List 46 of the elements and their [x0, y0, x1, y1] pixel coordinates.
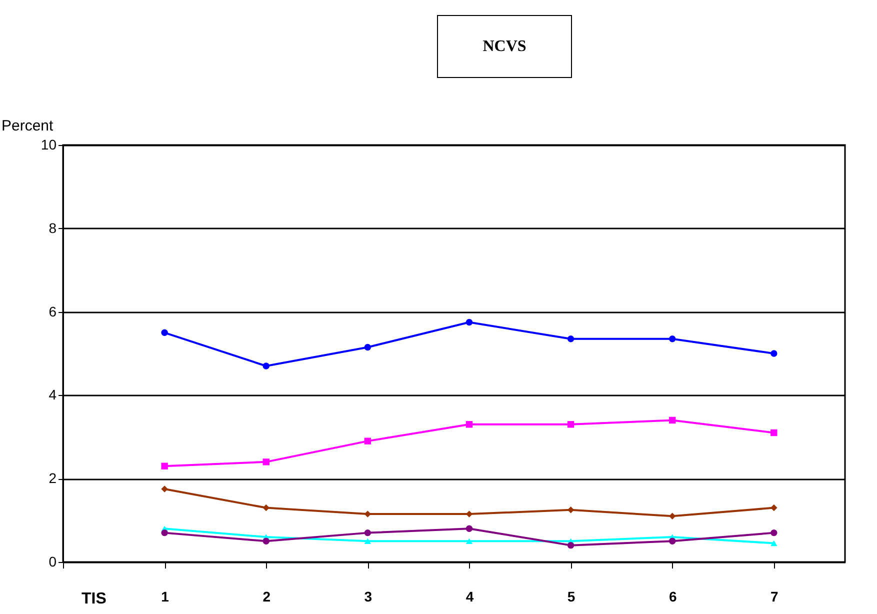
point	[770, 504, 778, 512]
x-tick-label: 5	[567, 588, 576, 604]
y-tick-label: 10	[40, 136, 57, 152]
point	[161, 329, 168, 336]
point	[466, 510, 473, 518]
y-tick-label: 8	[48, 220, 57, 236]
point	[466, 525, 473, 532]
point	[668, 336, 676, 342]
point	[770, 540, 778, 546]
point	[668, 416, 676, 424]
y-axis-title: Percent	[2, 118, 54, 134]
point	[364, 438, 372, 444]
x-tick-label: 1	[161, 588, 170, 604]
point	[466, 538, 473, 544]
point	[364, 529, 372, 536]
point	[466, 421, 473, 428]
point	[262, 458, 270, 466]
point	[364, 344, 372, 351]
x-tick-label: 2	[262, 588, 271, 604]
point	[668, 538, 676, 544]
point	[770, 350, 778, 357]
point	[161, 462, 168, 470]
point	[668, 512, 676, 520]
y-tick-label: 4	[48, 386, 57, 403]
x-tick-label: 6	[668, 588, 677, 604]
point	[567, 542, 574, 549]
y-tick-label: 0	[48, 554, 57, 570]
x-axis-title: TIS	[82, 590, 107, 608]
point	[262, 538, 270, 544]
x-tick-label: 4	[466, 588, 474, 604]
point	[567, 421, 574, 428]
point	[262, 362, 270, 370]
point	[770, 429, 778, 436]
x-tick-label: 7	[770, 588, 779, 604]
point	[567, 336, 574, 342]
point	[262, 504, 270, 512]
x-tick-label: 3	[364, 588, 372, 604]
point	[567, 506, 574, 514]
y-tick-label: 6	[48, 303, 57, 320]
point	[161, 486, 168, 492]
chart-title: NCVS	[437, 15, 572, 78]
point	[161, 529, 168, 536]
point	[364, 538, 372, 544]
point	[466, 318, 473, 326]
y-tick-label: 2	[48, 470, 57, 486]
point	[770, 529, 778, 536]
